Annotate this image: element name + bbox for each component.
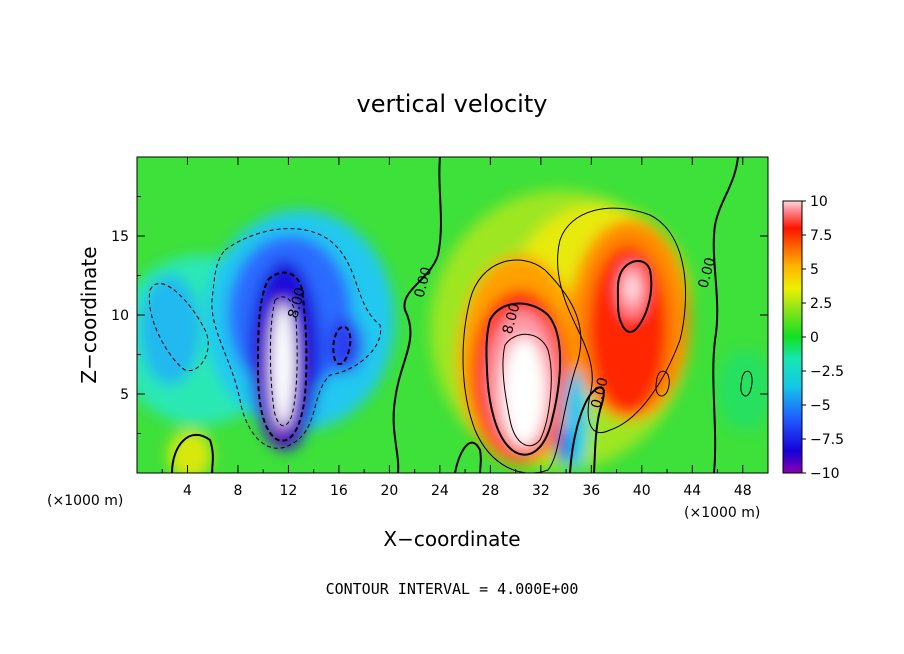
x-tick-label: 24 [431, 483, 449, 499]
contour-label: 0.00 [588, 376, 612, 410]
contour-zero-bottom-left [171, 433, 214, 473]
colorbar-tick-label: 5 [810, 262, 819, 278]
x-tick-label: 36 [582, 483, 600, 499]
x-tick-label: 44 [683, 483, 701, 499]
x-tick-label: 16 [330, 483, 348, 499]
contour-zero-mid [569, 386, 605, 473]
velocity-field [137, 190, 768, 473]
contour-zero-bottom-mid [454, 441, 482, 473]
contours [148, 157, 753, 473]
x-unit-left: (×1000 m) [47, 493, 123, 509]
contour-label: 0.00 [696, 256, 720, 290]
field-red-sec [588, 245, 668, 415]
chart-title: vertical velocity [357, 90, 548, 118]
contour-pos-right-blob2 [655, 370, 670, 397]
contour-neg-small [332, 325, 352, 365]
colorbar [782, 200, 803, 474]
y-axis: 5 10 15 [111, 196, 768, 434]
contour-pos-main-inner [502, 333, 552, 447]
contour-pos-sec-8 [616, 260, 653, 333]
contour-label: 0.00 [412, 265, 436, 299]
colorbar-tick-label: 2.5 [810, 296, 832, 312]
contour-neg-outer [148, 283, 209, 372]
x-tick-label: 28 [481, 483, 499, 499]
colorbar-tick-label: 7.5 [810, 228, 832, 244]
field-white-sec [627, 276, 637, 300]
field-white-main [502, 337, 546, 447]
contour-pos-right-blob [740, 370, 753, 397]
x-tick-label: 40 [633, 483, 651, 499]
y-tick-label: 10 [111, 308, 129, 324]
y-tick-label: 5 [120, 387, 129, 403]
x-axis-label: X−coordinate [383, 527, 520, 551]
y-tick-label: 15 [111, 229, 129, 245]
contour-interval-note: CONTOUR INTERVAL = 4.000E+00 [326, 580, 579, 598]
y-axis-label: Z−coordinate [77, 246, 101, 383]
field-cyan-strip [140, 275, 200, 385]
contour-zero-left [392, 157, 442, 473]
contour-label: 8.00 [285, 286, 309, 320]
x-tick-label: 8 [233, 483, 242, 499]
x-tick-label: 20 [380, 483, 398, 499]
field-yellow-bottom [168, 430, 212, 473]
colorbar-tick-label: 10 [810, 194, 828, 210]
contour-zero-right [712, 157, 739, 473]
field-blue-small [327, 317, 363, 373]
x-tick-label: 4 [183, 483, 192, 499]
colorbar-tick-label: −2.5 [810, 364, 844, 380]
x-tick-label: 12 [280, 483, 298, 499]
x-axis: 4 8 12 16 20 24 28 32 36 40 44 48 [161, 157, 752, 499]
colorbar-ticks: 10 7.5 5 2.5 0 −2.5 −5 −7.5 −10 [802, 194, 844, 482]
x-tick-label: 48 [734, 483, 752, 499]
x-tick-label: 32 [532, 483, 550, 499]
field-blue-narrow [557, 427, 569, 463]
contour-label: 8.00 [500, 302, 524, 336]
plot-area: 0.00 8.00 8.00 0.00 0.00 [137, 157, 768, 473]
colorbar-tick-label: 0 [810, 330, 819, 346]
contour-neg-8 [256, 271, 308, 442]
contour-labels: 0.00 8.00 8.00 0.00 0.00 [285, 256, 719, 410]
contour-pos-main-8 [485, 302, 562, 456]
contour-pos-sec-outer [557, 207, 687, 433]
x-unit-right: (×1000 m) [684, 505, 760, 521]
contour-pos-main-outer [462, 259, 582, 473]
colorbar-tick-label: −5 [810, 398, 831, 414]
field-core-white [271, 303, 295, 427]
contour-neg-inner [269, 296, 298, 427]
contour-neg-band [211, 228, 382, 449]
colorbar-tick-label: −10 [810, 466, 840, 482]
field-green-right [717, 350, 768, 430]
colorbar-tick-label: −7.5 [810, 432, 844, 448]
